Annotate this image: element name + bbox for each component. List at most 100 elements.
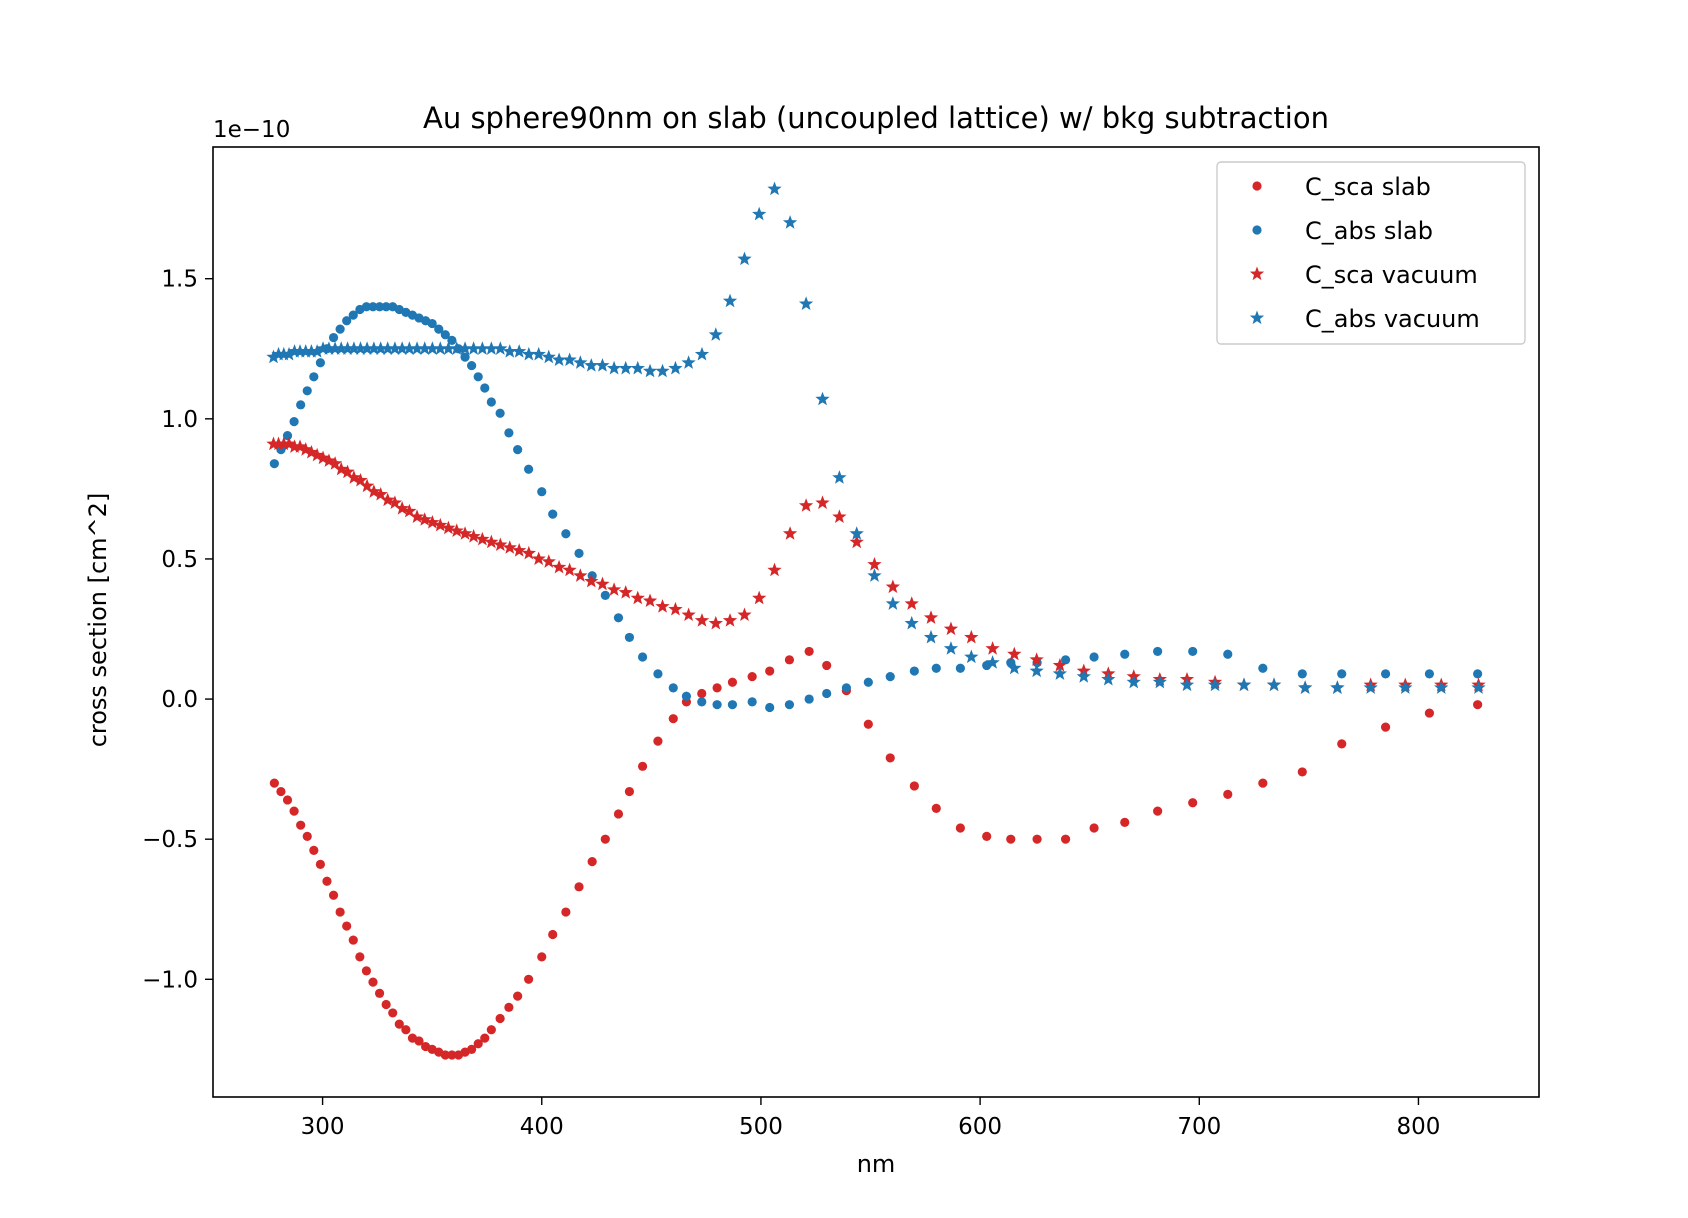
- data-point: [513, 991, 523, 1001]
- data-point: [531, 346, 546, 361]
- data-point: [1380, 722, 1391, 732]
- data-point: [1473, 700, 1483, 710]
- data-point: [409, 341, 425, 355]
- data-point: [309, 344, 325, 358]
- data-point: [584, 573, 599, 588]
- data-point: [784, 700, 795, 710]
- data-point: [513, 445, 523, 455]
- data-point: [668, 683, 678, 693]
- data-point: [655, 363, 670, 378]
- data-point: [606, 582, 622, 596]
- data-point: [292, 344, 308, 358]
- data-point: [1188, 646, 1198, 657]
- data-point: [374, 302, 385, 312]
- data-point: [727, 677, 738, 687]
- data-point: [653, 669, 663, 679]
- data-point: [440, 1050, 450, 1060]
- data-point: [1120, 649, 1130, 659]
- data-point: [618, 360, 633, 375]
- data-point: [722, 613, 738, 627]
- data-point: [1298, 680, 1313, 694]
- data-point: [495, 1013, 505, 1024]
- y-tick-label: −0.5: [142, 827, 198, 853]
- data-point: [653, 736, 663, 746]
- data-point: [551, 559, 567, 574]
- data-point: [486, 1025, 496, 1035]
- data-point: [1471, 680, 1486, 694]
- data-point: [694, 613, 710, 627]
- data-point: [309, 372, 319, 382]
- data-point: [1363, 680, 1378, 694]
- data-point: [475, 531, 490, 546]
- data-point: [425, 515, 440, 529]
- data-point: [402, 503, 417, 518]
- data-point: [309, 845, 319, 855]
- data-point: [955, 823, 965, 833]
- data-point: [964, 629, 979, 644]
- data-point: [765, 666, 775, 676]
- data-point: [287, 344, 302, 358]
- data-point: [289, 806, 299, 816]
- data-point: [427, 318, 437, 329]
- x-tick-label: 500: [739, 1114, 783, 1140]
- data-point: [595, 358, 610, 372]
- data-point: [727, 700, 738, 710]
- y-tick-label: 1.0: [161, 407, 198, 433]
- data-point: [1029, 652, 1044, 666]
- data-point: [334, 461, 349, 476]
- data-point: [449, 341, 464, 355]
- data-point: [447, 335, 457, 345]
- data-point: [867, 568, 882, 582]
- data-point: [1398, 680, 1413, 694]
- legend-label: C_abs slab: [1305, 217, 1433, 245]
- data-point: [541, 554, 556, 568]
- y-tick-label: 0.5: [161, 547, 198, 573]
- series-c-abs-vacuum: [266, 181, 1486, 694]
- data-point: [440, 330, 450, 340]
- data-point: [512, 344, 527, 358]
- data-point: [1337, 669, 1347, 679]
- data-point: [466, 529, 481, 543]
- data-point: [668, 360, 683, 375]
- series-layer: [266, 181, 1486, 1060]
- data-point: [931, 663, 941, 673]
- data-point: [302, 831, 312, 841]
- data-point: [266, 349, 281, 364]
- data-point: [1052, 657, 1068, 672]
- data-point: [964, 649, 979, 664]
- data-point: [955, 663, 965, 673]
- data-point: [767, 562, 782, 577]
- data-point: [904, 596, 919, 610]
- data-point: [475, 341, 490, 355]
- data-point: [637, 761, 648, 771]
- data-point: [923, 629, 939, 644]
- data-point: [282, 431, 293, 441]
- legend-marker: [1252, 225, 1262, 235]
- x-tick-label: 300: [301, 1114, 345, 1140]
- chart-title: Au sphere90nm on slab (uncoupled lattice…: [423, 101, 1329, 135]
- data-point: [414, 1036, 424, 1046]
- data-point: [1434, 680, 1449, 694]
- data-point: [562, 562, 577, 577]
- data-point: [624, 632, 635, 643]
- data-point: [642, 593, 658, 608]
- data-point: [388, 1008, 398, 1018]
- legend-label: C_sca slab: [1305, 173, 1431, 201]
- data-point: [595, 576, 610, 591]
- data-point: [298, 442, 313, 456]
- data-point: [434, 324, 444, 334]
- data-point: [401, 1025, 411, 1035]
- data-point: [1152, 674, 1167, 689]
- data-point: [281, 436, 297, 451]
- data-point: [1060, 655, 1071, 665]
- data-point: [366, 341, 382, 355]
- data-point: [1007, 660, 1022, 675]
- data-point: [473, 372, 483, 382]
- data-point: [943, 641, 959, 655]
- x-tick-label: 800: [1397, 1114, 1441, 1140]
- data-point: [943, 621, 959, 636]
- data-point: [289, 417, 299, 427]
- data-point: [1126, 674, 1141, 689]
- data-point: [495, 408, 505, 418]
